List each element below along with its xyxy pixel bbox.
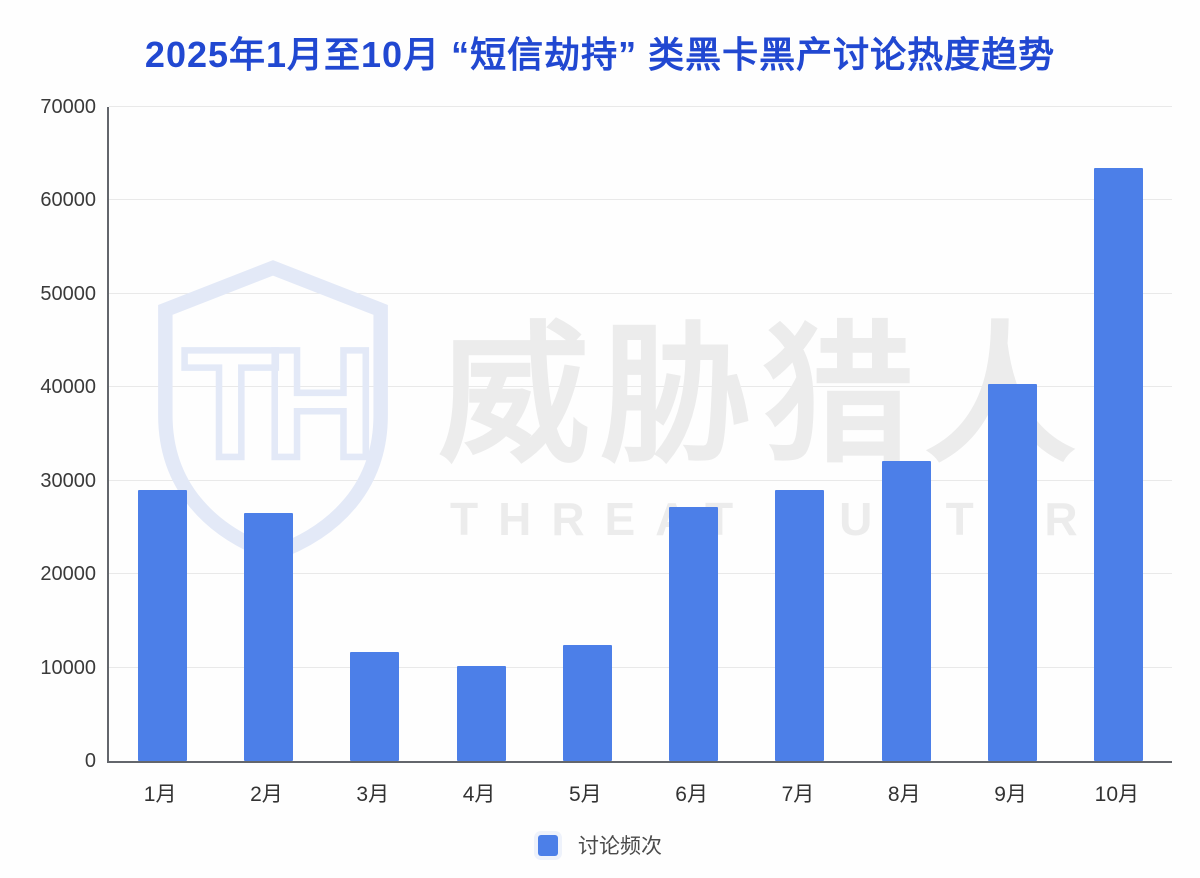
chart-title: 2025年1月至10月 “短信劫持” 类黑卡黑产讨论热度趋势 bbox=[144, 34, 1056, 75]
bar-10月 bbox=[1094, 167, 1144, 761]
x-tick-label-8月: 8月 bbox=[887, 783, 921, 806]
y-tick-label-60000: 60000 bbox=[40, 189, 96, 212]
gridline-50000 bbox=[109, 292, 1172, 294]
gridline-60000 bbox=[109, 199, 1172, 201]
svg-text:TH: TH bbox=[183, 317, 367, 490]
y-tick-label-40000: 40000 bbox=[40, 376, 96, 399]
x-tick-label-2月: 2月 bbox=[250, 783, 283, 806]
bar-2月 bbox=[243, 513, 293, 761]
gridline-40000 bbox=[109, 386, 1172, 388]
y-tick-label-50000: 50000 bbox=[40, 282, 96, 305]
plot-area: TH 威胁猎人 THREAT HUNTER bbox=[107, 106, 1172, 763]
x-tick-label-9月: 9月 bbox=[994, 783, 1027, 806]
bar-6月 bbox=[669, 506, 719, 761]
gridline-70000 bbox=[109, 106, 1172, 107]
legend-label[interactable]: 讨论频次 bbox=[578, 835, 662, 858]
x-tick-label-4月: 4月 bbox=[462, 783, 496, 806]
y-tick-label-70000: 70000 bbox=[40, 96, 96, 118]
bar-9月 bbox=[988, 384, 1038, 761]
y-tick-label-0: 0 bbox=[84, 750, 96, 772]
bar-4月 bbox=[456, 665, 506, 761]
bar-1月 bbox=[137, 490, 187, 761]
chart-legend: 讨论频次 bbox=[0, 830, 1200, 860]
x-tick-label-3月: 3月 bbox=[356, 783, 390, 806]
gridline-20000 bbox=[109, 573, 1172, 575]
gridline-10000 bbox=[109, 666, 1172, 668]
bar-5月 bbox=[562, 645, 612, 761]
x-tick-label-5月: 5月 bbox=[569, 783, 602, 806]
y-tick-label-30000: 30000 bbox=[40, 469, 96, 492]
x-tick-label-6月: 6月 bbox=[675, 783, 708, 806]
bar-8月 bbox=[881, 461, 931, 761]
y-tick-label-20000: 20000 bbox=[40, 563, 96, 586]
gridline-30000 bbox=[109, 479, 1172, 481]
legend-swatch[interactable] bbox=[538, 834, 558, 856]
x-tick-label-10月: 10月 bbox=[1094, 783, 1140, 806]
y-tick-label-10000: 10000 bbox=[40, 656, 96, 679]
x-tick-label-1月: 1月 bbox=[143, 783, 177, 806]
x-tick-label-7月: 7月 bbox=[781, 783, 815, 806]
bar-7月 bbox=[775, 490, 825, 761]
bar-3月 bbox=[350, 651, 400, 761]
